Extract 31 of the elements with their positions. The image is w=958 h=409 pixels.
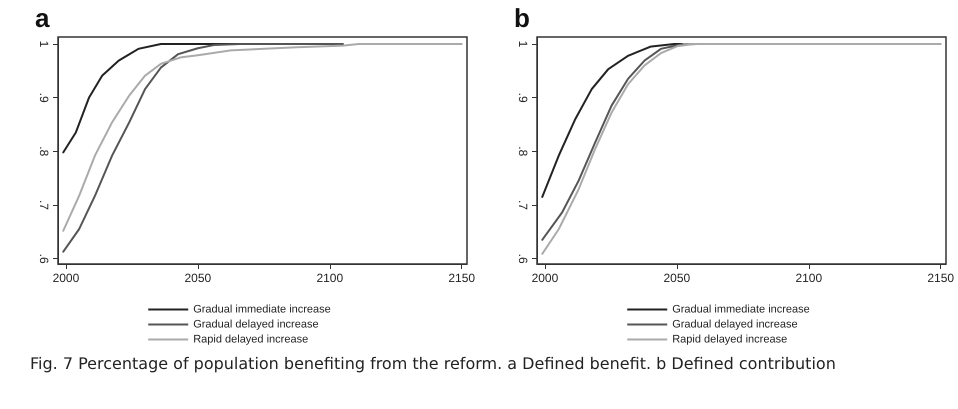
x-tick-label: 2150 [448,271,476,285]
x-tick-label: 2050 [664,271,691,285]
line-series [541,42,684,198]
y-tick-label: .9 [37,92,51,103]
chart-title: b [514,3,530,33]
legend-label: Rapid delayed increase [193,334,308,346]
y-tick-label: .8 [516,146,530,157]
legend-label: Gradual delayed increase [193,318,319,330]
y-tick-label: 1 [37,40,51,48]
legend-label: Gradual immediate increase [193,304,331,316]
y-tick-label: 1 [516,40,530,48]
chart-title: a [35,3,50,33]
legend-label: Gradual delayed increase [672,318,798,330]
line-series [62,42,463,232]
x-tick-label: 2000 [532,271,559,285]
x-tick-label: 2000 [52,271,80,285]
x-tick-label: 2100 [316,271,344,285]
line-series [62,42,344,253]
y-tick-label: .7 [516,200,530,210]
y-tick-label: .6 [516,254,530,264]
x-tick-label: 2050 [184,271,212,285]
y-tick-label: .6 [37,254,51,264]
y-tick-label: .7 [37,200,51,210]
y-tick-label: .8 [37,146,51,157]
legend-label: Gradual immediate increase [672,304,810,316]
x-tick-label: 2150 [927,271,954,285]
y-tick-label: .9 [516,92,530,103]
caption: Fig. 7 Percentage of population benefiting from the reform. a Defined benefit. b Defined contribution [30,354,837,373]
legend-label: Rapid delayed increase [672,334,788,346]
line-series [541,42,942,255]
x-tick-label: 2100 [795,271,822,285]
